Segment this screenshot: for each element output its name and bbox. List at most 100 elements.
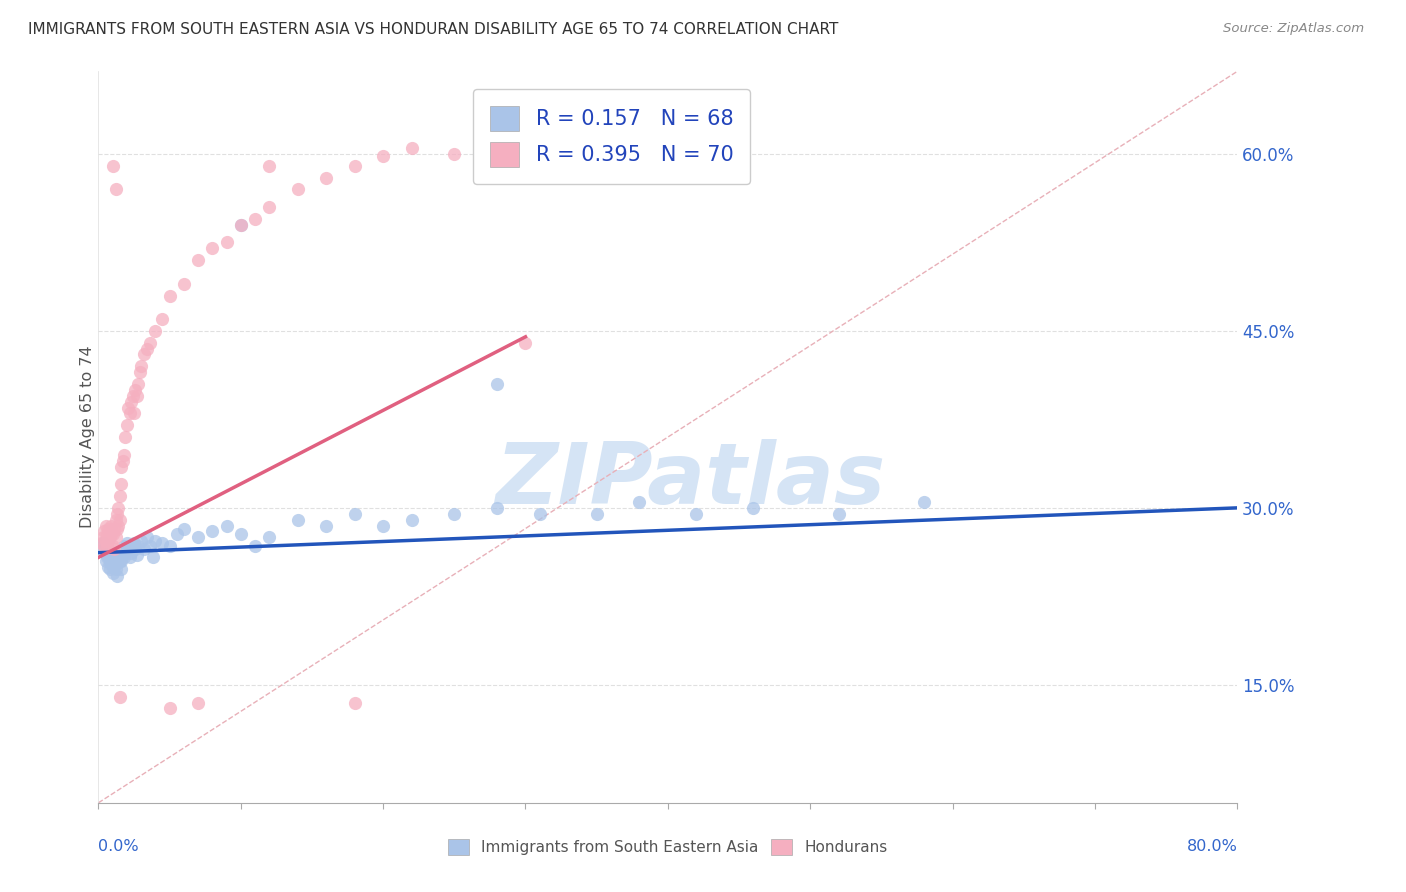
Point [401,141,423,155]
Point [105,554,128,568]
Point [96,539,118,553]
Point [93,524,115,539]
Point [104,558,127,572]
Point [101,526,124,541]
Point [828,507,851,521]
Point [104,530,127,544]
Point [110,477,132,491]
Point [94,533,117,548]
Point [628,495,651,509]
Point [118,407,141,421]
Point [121,539,143,553]
Point [108,690,131,704]
Point [486,376,509,391]
Point [114,542,136,557]
Point [132,347,155,361]
Point [100,518,122,533]
Point [101,539,124,553]
Point [201,524,224,539]
Point [107,500,129,515]
Point [127,539,149,553]
Point [259,530,281,544]
Point [96,548,118,562]
Point [104,513,127,527]
Point [96,550,118,565]
Point [187,530,209,544]
Point [100,558,122,572]
Point [105,569,128,583]
Point [135,530,157,544]
Point [443,507,465,521]
Point [108,554,131,568]
Point [101,566,124,580]
Point [125,548,148,562]
Point [112,539,135,553]
Point [229,218,252,232]
Point [141,550,163,565]
Point [107,550,129,565]
Point [529,507,551,521]
Point [145,324,167,338]
Point [127,376,149,391]
Point [486,500,509,515]
Point [105,507,128,521]
Point [101,548,124,562]
Point [94,554,117,568]
Point [135,342,157,356]
Point [108,489,131,503]
Point [117,401,139,415]
Point [97,522,120,536]
Point [215,235,238,250]
Point [96,526,118,541]
Point [912,495,935,509]
Point [98,530,121,544]
Point [132,542,155,557]
Point [98,524,121,539]
Point [259,200,281,214]
Point [173,277,195,291]
Legend: Immigrants from South Eastern Asia, Hondurans: Immigrants from South Eastern Asia, Hond… [441,833,894,861]
Point [685,507,707,521]
Point [112,550,135,565]
Text: Source: ZipAtlas.com: Source: ZipAtlas.com [1223,22,1364,36]
Point [107,518,129,533]
Point [98,554,121,568]
Point [115,536,138,550]
Point [128,365,150,379]
Point [110,554,132,568]
Point [166,526,188,541]
Point [343,696,366,710]
Text: 0.0%: 0.0% [98,839,139,855]
Point [373,149,395,163]
Point [111,453,134,467]
Point [122,407,145,421]
Point [114,430,136,444]
Point [117,542,139,557]
Point [124,383,146,397]
Text: IMMIGRANTS FROM SOUTH EASTERN ASIA VS HONDURAN DISABILITY AGE 65 TO 74 CORRELATI: IMMIGRANTS FROM SOUTH EASTERN ASIA VS HO… [28,22,838,37]
Point [315,170,337,185]
Point [152,312,174,326]
Point [401,513,423,527]
Point [110,459,132,474]
Point [201,241,224,255]
Point [93,542,115,557]
Point [115,418,138,433]
Point [259,159,281,173]
Point [187,253,209,268]
Text: ZIPatlas: ZIPatlas [495,440,886,523]
Point [91,530,114,544]
Point [104,182,127,196]
Point [91,536,114,550]
Point [94,518,117,533]
Point [120,546,142,560]
Point [486,153,509,167]
Point [159,539,181,553]
Point [129,359,152,374]
Point [145,533,167,548]
Point [343,507,366,521]
Point [103,522,125,536]
Point [105,522,128,536]
Point [229,218,252,232]
Point [243,211,266,226]
